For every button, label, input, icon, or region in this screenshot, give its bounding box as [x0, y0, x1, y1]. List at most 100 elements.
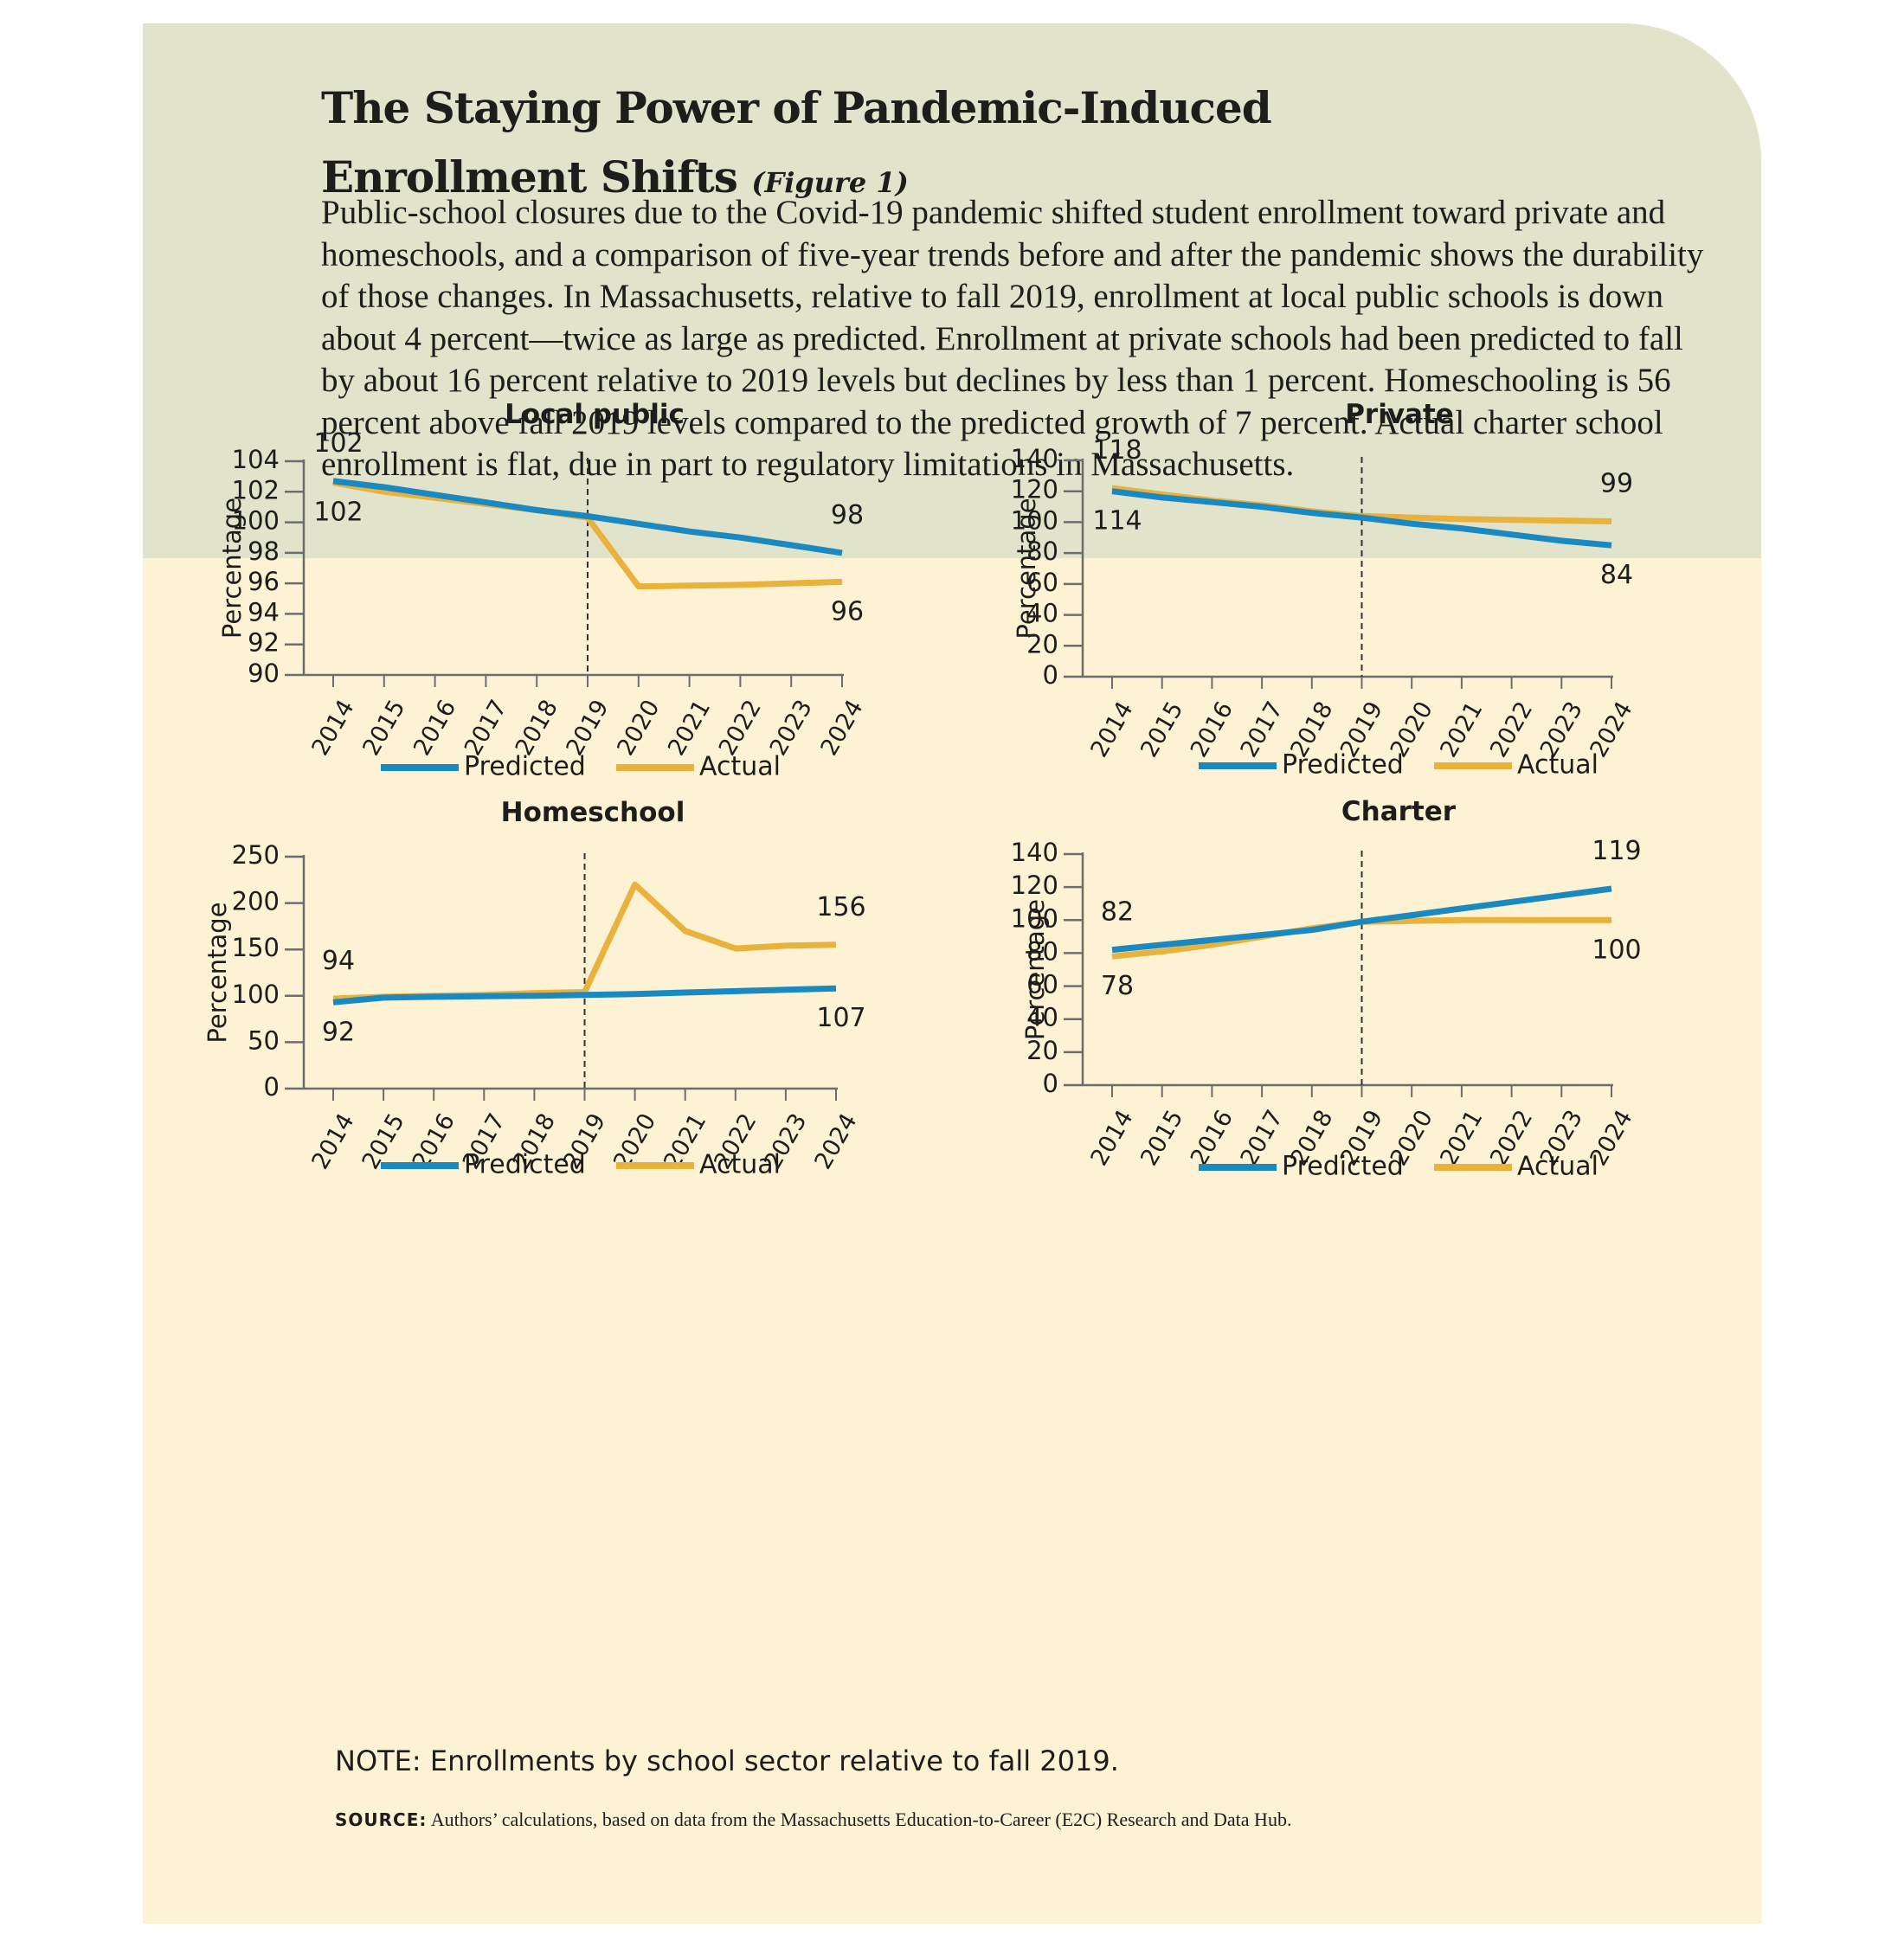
- chart-panel-3: CharterPercentage02040608010012014020142…: [1011, 796, 1642, 1182]
- y-tick-label: 80: [1026, 936, 1058, 966]
- figure-tag: (Figure 1): [751, 166, 909, 199]
- y-tick-label: 20: [1026, 1036, 1058, 1065]
- data-label: 82: [1101, 897, 1134, 928]
- x-tick-label: 2019: [561, 696, 614, 761]
- chart-title: Private: [1345, 399, 1454, 430]
- y-tick-label: 20: [1026, 629, 1058, 659]
- y-tick-label: 40: [1026, 1003, 1058, 1032]
- x-tick-label: 2015: [357, 696, 410, 761]
- y-tick-label: 92: [248, 628, 280, 658]
- source-label: SOURCE:: [335, 1809, 428, 1830]
- y-tick-label: 140: [1011, 838, 1058, 867]
- x-tick-label: 2016: [1186, 697, 1238, 762]
- y-axis-title: Percentage: [1012, 498, 1041, 639]
- y-tick-label: 50: [248, 1025, 280, 1055]
- data-label: 156: [816, 892, 865, 922]
- x-tick-label: 2024: [815, 696, 868, 761]
- data-label: 114: [1092, 506, 1142, 537]
- x-tick-label: 2015: [1135, 1106, 1188, 1171]
- data-label: 94: [322, 946, 355, 976]
- y-tick-label: 0: [1043, 660, 1058, 690]
- y-tick-label: 200: [232, 887, 280, 916]
- x-tick-label: 2014: [1085, 1106, 1138, 1171]
- data-label: 107: [816, 1003, 865, 1033]
- y-tick-label: 0: [1043, 1069, 1058, 1098]
- y-tick-label: 60: [1026, 970, 1058, 999]
- y-tick-label: 94: [248, 597, 280, 627]
- y-tick-label: 140: [1011, 444, 1058, 473]
- x-tick-label: 2023: [765, 696, 818, 761]
- figure-note: NOTE: Enrollments by school sector relat…: [335, 1745, 1119, 1777]
- x-tick-label: 2016: [1186, 1106, 1238, 1171]
- legend: Predicted Actual: [381, 1150, 781, 1180]
- y-tick-label: 102: [232, 475, 280, 504]
- y-tick-label: 100: [1011, 505, 1058, 535]
- data-label: 118: [1092, 435, 1142, 466]
- y-tick-label: 120: [1011, 871, 1058, 900]
- x-tick-label: 2016: [408, 696, 461, 761]
- y-tick-label: 104: [232, 445, 280, 474]
- chart-panel-1: PrivatePercentage02040608010012014020142…: [1011, 399, 1638, 781]
- data-label: 102: [313, 498, 363, 528]
- chart-title: Local public: [505, 399, 685, 430]
- data-label: 100: [1592, 935, 1641, 965]
- series-line-predicted: [332, 478, 843, 556]
- series-line-predicted: [1111, 885, 1612, 954]
- chart-panel-2: Homeschool Percentage 0 50 100 150 200 250 2014 2…: [203, 797, 866, 1180]
- x-tick-label: 2017: [1236, 697, 1289, 762]
- y-axis-title: Percentage: [203, 902, 232, 1043]
- data-label: 102: [313, 428, 363, 459]
- y-tick-label: 100: [1011, 903, 1058, 933]
- series-line-predicted: [332, 985, 837, 1006]
- y-tick-label: 90: [248, 659, 280, 688]
- figure-card: The Staying Power of Pandemic-Induced Enr…: [143, 23, 1761, 1924]
- chart-title: Charter: [1341, 796, 1457, 827]
- figure-header: The Staying Power of Pandemic-Induced Enr…: [143, 23, 1761, 558]
- x-tick-label: 2014: [306, 1109, 359, 1174]
- y-tick-label: 80: [1026, 537, 1058, 566]
- x-tick-label: 2018: [511, 696, 563, 761]
- y-tick-label: 250: [232, 840, 280, 870]
- legend-label-predicted: Predicted: [1282, 1152, 1404, 1182]
- x-tick-label: 2017: [1236, 1106, 1289, 1171]
- y-tick-label: 150: [232, 933, 280, 962]
- data-label: 84: [1600, 560, 1633, 590]
- figure-title: The Staying Power of Pandemic-Induced Enr…: [321, 74, 1619, 217]
- legend-label-predicted: Predicted: [464, 752, 586, 782]
- legend-label-actual: Actual: [699, 752, 781, 782]
- data-label: 99: [1600, 469, 1633, 499]
- x-tick-label: 2020: [612, 696, 665, 761]
- data-label: 96: [831, 596, 864, 627]
- data-label: 98: [831, 500, 864, 530]
- y-tick-label: 96: [248, 567, 280, 596]
- legend-label-actual: Actual: [699, 1150, 781, 1180]
- y-tick-label: 120: [1011, 475, 1058, 504]
- y-axis-title: Percentage: [217, 498, 247, 639]
- y-tick-label: 100: [232, 980, 280, 1009]
- source-text: Authors’ calculations, based on data fro…: [430, 1809, 1292, 1830]
- title-line-2: Enrollment Shifts: [321, 151, 738, 202]
- x-tick-label: 2022: [714, 696, 767, 761]
- legend-label-actual: Actual: [1517, 1152, 1598, 1182]
- legend-label-predicted: Predicted: [464, 1150, 586, 1180]
- x-tick-label: 2024: [809, 1109, 862, 1174]
- x-tick-label: 2014: [1085, 697, 1138, 762]
- x-tick-label: 2014: [306, 696, 359, 761]
- legend: Predicted Actual: [1199, 1152, 1598, 1182]
- figure-source: SOURCE: Authors’ calculations, based on …: [335, 1809, 1291, 1831]
- x-tick-label: 2015: [1135, 697, 1188, 762]
- y-tick-label: 98: [248, 537, 280, 566]
- charts-area: Local publicPercentage909294969810010210…: [203, 399, 1642, 1182]
- x-tick-label: 2021: [663, 696, 716, 761]
- legend: Predicted Actual: [381, 752, 781, 782]
- data-label: 78: [1101, 971, 1134, 1001]
- x-tick-label: 2021: [1435, 1106, 1488, 1171]
- series-line-predicted: [1111, 488, 1612, 549]
- figure-intro: Public-school closures due to the Covid-…: [321, 194, 1704, 483]
- chart-panel-0: Local publicPercentage909294969810010210…: [217, 399, 869, 782]
- y-tick-label: 60: [1026, 568, 1058, 597]
- legend: Predicted Actual: [1199, 750, 1598, 781]
- title-line-1: The Staying Power of Pandemic-Induced: [321, 82, 1272, 133]
- chart-title: Homeschool: [501, 797, 685, 828]
- data-label: 119: [1592, 836, 1641, 866]
